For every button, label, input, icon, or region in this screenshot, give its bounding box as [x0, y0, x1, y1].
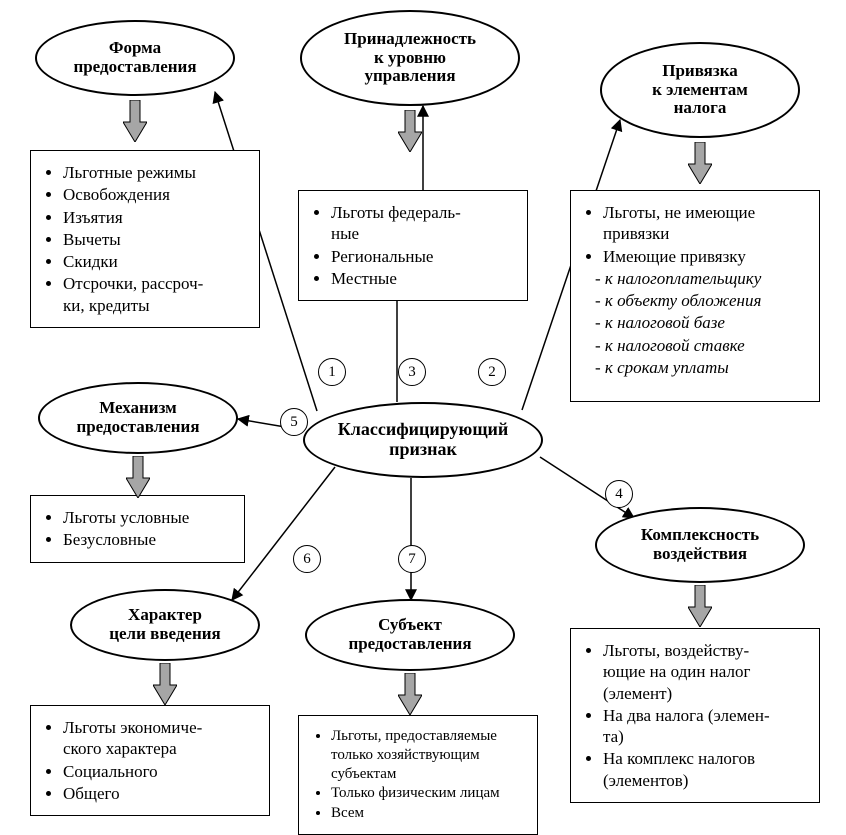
node-kharakter: Характерцели введения [70, 589, 260, 661]
node-label: управления [344, 67, 476, 86]
node-subekt: Субъектпредоставления [305, 599, 515, 671]
down-arrow-icon [398, 110, 422, 150]
down-arrow-icon [688, 585, 712, 625]
diagram-stage: Классифицирующий признак Формапредоставл… [0, 0, 846, 828]
node-label: Комплексность [641, 526, 759, 545]
badge-4: 4 [605, 480, 633, 508]
list-item: Льготы условные [63, 507, 232, 528]
node-label: Форма [73, 39, 196, 58]
down-arrow-icon [153, 663, 177, 703]
list-item: Скидки [63, 251, 247, 272]
badge-3: 3 [398, 358, 426, 386]
center-label-line1: Классифицирующий [338, 420, 509, 440]
node-label: к уровню [344, 49, 476, 68]
list-item: Льготы, не имеющие привязки [603, 202, 807, 245]
list-item: Льготы, предоставляемые только хозяйству… [331, 727, 525, 783]
list-subitem: к объекту обложения [595, 290, 807, 311]
down-arrow-icon [126, 456, 150, 496]
badge-5: 5 [280, 408, 308, 436]
list-item: Вычеты [63, 229, 247, 250]
node-label: предоставления [76, 418, 199, 437]
badge-6: 6 [293, 545, 321, 573]
badge-2-text: 2 [488, 364, 496, 381]
list-item: Льготы федераль-ные [331, 202, 515, 245]
list-item: Безусловные [63, 529, 232, 550]
node-label: налога [652, 99, 748, 118]
badge-1-text: 1 [328, 364, 336, 381]
node-label: предоставления [348, 635, 471, 654]
badge-4-text: 4 [615, 486, 623, 503]
box-kharakter: Льготы экономиче-ского характераСоциальн… [30, 705, 270, 816]
box-kompleksnost: Льготы, воздейству-ющие на один налог (э… [570, 628, 820, 803]
list-item: Только физическим лицам [331, 784, 525, 803]
box-prinadlezhnost: Льготы федераль-ныеРегиональныеМестные [298, 190, 528, 301]
list-item: Льготные режимы [63, 162, 247, 183]
list-item: Всем [331, 804, 525, 823]
list-subitem: к налогоплательщику [595, 268, 807, 289]
list-item: Освобождения [63, 184, 247, 205]
node-label: Принадлежность [344, 30, 476, 49]
center-node: Классифицирующий признак [303, 402, 543, 478]
node-label: Характер [109, 606, 221, 625]
badge-6-text: 6 [303, 551, 311, 568]
node-label: Привязка [652, 62, 748, 81]
box-mekhanizm: Льготы условныеБезусловные [30, 495, 245, 563]
node-label: предоставления [73, 58, 196, 77]
node-label: воздействия [641, 545, 759, 564]
node-label: Механизм [76, 399, 199, 418]
list-subitem: к срокам уплаты [595, 357, 807, 378]
center-label-line2: признак [338, 440, 509, 460]
list-subitem: к налоговой ставке [595, 335, 807, 356]
badge-7-text: 7 [408, 551, 416, 568]
box-privyazka: Льготы, не имеющие привязкиИмеющие привя… [570, 190, 820, 402]
list-item: Местные [331, 268, 515, 289]
list-item: Общего [63, 783, 257, 804]
node-privyazka: Привязкак элементамналога [600, 42, 800, 138]
badge-5-text: 5 [290, 414, 298, 431]
down-arrow-icon [688, 142, 712, 182]
box-subekt: Льготы, предоставляемые только хозяйству… [298, 715, 538, 835]
box-forma: Льготные режимыОсвобожденияИзъятияВычеты… [30, 150, 260, 328]
list-item: Региональные [331, 246, 515, 267]
list-item: Отсрочки, рассроч-ки, кредиты [63, 273, 247, 316]
down-arrow-icon [123, 100, 147, 140]
node-label: Субъект [348, 616, 471, 635]
node-kompleksnost: Комплексностьвоздействия [595, 507, 805, 583]
list-item: Льготы, воздейству-ющие на один налог (э… [603, 640, 807, 704]
list-item: На комплекс налогов (элементов) [603, 748, 807, 791]
list-subitem: к налоговой базе [595, 312, 807, 333]
list-item: Изъятия [63, 207, 247, 228]
node-forma: Формапредоставления [35, 20, 235, 96]
list-item: Имеющие привязку [603, 246, 807, 267]
badge-7: 7 [398, 545, 426, 573]
list-item: На два налога (элемен-та) [603, 705, 807, 748]
node-label: к элементам [652, 81, 748, 100]
node-label: цели введения [109, 625, 221, 644]
badge-1: 1 [318, 358, 346, 386]
badge-3-text: 3 [408, 364, 416, 381]
list-item: Социального [63, 761, 257, 782]
node-mekhanizm: Механизмпредоставления [38, 382, 238, 454]
down-arrow-icon [398, 673, 422, 713]
list-item: Льготы экономиче-ского характера [63, 717, 257, 760]
node-prinadlezhnost: Принадлежностьк уровнюуправления [300, 10, 520, 106]
badge-2: 2 [478, 358, 506, 386]
